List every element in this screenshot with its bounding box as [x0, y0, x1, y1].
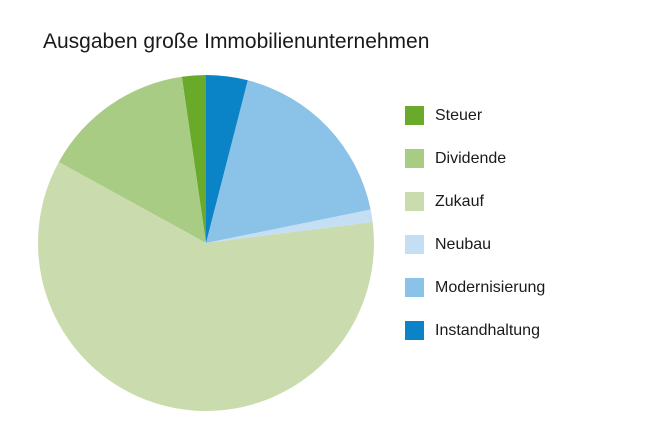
legend-item-steuer: Steuer	[405, 105, 545, 126]
legend-label-zukauf: Zukauf	[435, 192, 484, 210]
legend-item-modernisierung: Modernisierung	[405, 277, 545, 298]
pie-slice-dividende	[58, 76, 206, 243]
legend-swatch-steuer	[405, 106, 424, 125]
legend-swatch-neubau	[405, 235, 424, 254]
chart-title: Ausgaben große Immobilienunternehmen	[43, 30, 430, 53]
legend-label-steuer: Steuer	[435, 106, 483, 124]
legend-label-neubau: Neubau	[435, 235, 492, 253]
pie-slice-neubau	[206, 209, 373, 243]
legend-item-instandhaltung: Instandhaltung	[405, 320, 545, 341]
pie-slice-zukauf	[38, 162, 375, 411]
legend-label-modernisierung: Modernisierung	[435, 278, 546, 296]
legend-swatch-instandhaltung	[405, 321, 424, 340]
legend: Steuer Dividende Zukauf Neubau Modernisi…	[405, 105, 545, 363]
pie-slice-instandhaltung	[206, 75, 248, 243]
legend-item-dividende: Dividende	[405, 148, 545, 169]
pie-slice-modernisierung	[206, 80, 371, 243]
pie-slice-steuer	[181, 74, 206, 243]
legend-item-neubau: Neubau	[405, 234, 545, 255]
legend-swatch-dividende	[405, 149, 424, 168]
legend-swatch-modernisierung	[405, 278, 424, 297]
legend-item-zukauf: Zukauf	[405, 191, 545, 212]
legend-label-dividende: Dividende	[435, 149, 507, 167]
legend-label-instandhaltung: Instandhaltung	[435, 321, 540, 339]
legend-swatch-zukauf	[405, 192, 424, 211]
